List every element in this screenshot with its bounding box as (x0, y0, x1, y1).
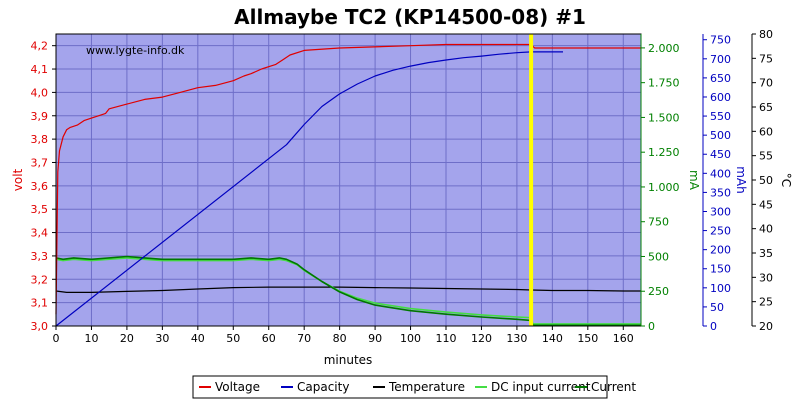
voltage-tick-label: 4,2 (31, 40, 49, 53)
legend-label-temperature: Temperature (388, 380, 465, 394)
x-tick-label: 40 (191, 332, 205, 345)
voltage-tick-label: 3,8 (31, 133, 49, 146)
capacity-tick-label: 550 (710, 110, 731, 123)
current-tick-label: 1.000 (648, 181, 680, 194)
voltage-axis-label: volt (11, 168, 25, 191)
current-tick-label: 1.750 (648, 77, 680, 90)
capacity-tick-label: 500 (710, 129, 731, 142)
capacity-tick-label: 750 (710, 34, 731, 47)
x-tick-label: 100 (400, 332, 421, 345)
x-tick-label: 0 (53, 332, 60, 345)
x-tick-label: 60 (262, 332, 276, 345)
series-line-temperature (55, 286, 641, 293)
current-tick-label: 750 (648, 216, 669, 229)
current-tick-label: 500 (648, 250, 669, 263)
x-axis: 0 10 20 30 40 50 60 70 80 90 100 110 120 130 140 150 160 (53, 326, 634, 345)
capacity-tick-label: 450 (710, 148, 731, 161)
series-line-dc-input-current (55, 257, 641, 325)
x-tick-label: 130 (506, 332, 527, 345)
current-tick-label: 2.000 (648, 42, 680, 55)
current-axis-label: mA (687, 170, 701, 191)
x-tick-label: 80 (333, 332, 347, 345)
capacity-tick-label: 400 (710, 167, 731, 180)
capacity-axis-label: mAh (734, 166, 748, 194)
current-tick-label: 0 (648, 320, 655, 333)
capacity-tick-label: 0 (710, 320, 717, 333)
voltage-tick-label: 3,2 (31, 273, 49, 286)
x-tick-label: 110 (436, 332, 457, 345)
temperature-tick-label: 65 (759, 101, 773, 114)
capacity-tick-label: 300 (710, 205, 731, 218)
temperature-axis-label: °C (779, 173, 793, 187)
x-tick-label: 90 (368, 332, 382, 345)
capacity-tick-label: 50 (710, 301, 724, 314)
capacity-tick-label: 700 (710, 53, 731, 66)
x-tick-label: 150 (577, 332, 598, 345)
x-tick-label: 30 (155, 332, 169, 345)
legend-label-current: Current (591, 380, 636, 394)
x-tick-label: 20 (120, 332, 134, 345)
series-line-current (55, 255, 641, 327)
x-tick-label: 50 (226, 332, 240, 345)
capacity-tick-label: 600 (710, 91, 731, 104)
temperature-tick-label: 45 (759, 198, 773, 211)
capacity-tick-label: 350 (710, 186, 731, 199)
chart-title: Allmaybe TC2 (KP14500-08) #1 (234, 5, 586, 29)
capacity-tick-label: 150 (710, 263, 731, 276)
y-axes: 3,0 3,1 3,2 3,3 3,4 3,5 3,6 3,7 3,8 3,9 4,0 4,1 4,2 v… (11, 28, 793, 333)
legend-label-voltage: Voltage (215, 380, 260, 394)
temperature-tick-label: 40 (759, 223, 773, 236)
voltage-tick-label: 3,0 (31, 320, 49, 333)
voltage-tick-label: 3,7 (31, 156, 49, 169)
capacity-tick-label: 250 (710, 225, 731, 238)
series-line-voltage (55, 43, 641, 315)
current-tick-label: 1.250 (648, 146, 680, 159)
plot-area (56, 34, 641, 326)
temperature-tick-label: 20 (759, 320, 773, 333)
temperature-tick-label: 50 (759, 174, 773, 187)
temperature-tick-label: 75 (759, 52, 773, 65)
voltage-tick-label: 3,1 (31, 297, 49, 310)
x-tick-label: 120 (471, 332, 492, 345)
temperature-tick-label: 70 (759, 77, 773, 90)
temperature-tick-label: 60 (759, 125, 773, 138)
x-axis-label: minutes (324, 353, 373, 367)
voltage-tick-label: 4,1 (31, 63, 49, 76)
series-group (55, 43, 641, 327)
temperature-tick-label: 35 (759, 247, 773, 260)
legend: Voltage Capacity Temperature DC input curre… (192, 375, 636, 399)
capacity-tick-label: 650 (710, 72, 731, 85)
voltage-tick-label: 3,3 (31, 250, 49, 263)
legend-box (192, 375, 608, 399)
current-tick-label: 250 (648, 285, 669, 298)
temperature-tick-label: 30 (759, 271, 773, 284)
legend-label-capacity: Capacity (297, 380, 349, 394)
current-tick-label: 1.500 (648, 111, 680, 124)
x-tick-label: 10 (84, 332, 98, 345)
capacity-tick-label: 200 (710, 244, 731, 257)
voltage-tick-label: 3,5 (31, 203, 49, 216)
voltage-tick-label: 3,6 (31, 180, 49, 193)
x-tick-label: 160 (613, 332, 634, 345)
temperature-tick-label: 55 (759, 150, 773, 163)
series-line-capacity (55, 51, 563, 327)
legend-label-dc-input-current: DC input current (491, 380, 591, 394)
voltage-tick-label: 4,0 (31, 86, 49, 99)
voltage-tick-label: 3,4 (31, 227, 49, 240)
watermark: www.lygte-info.dk (86, 44, 185, 57)
x-tick-label: 140 (542, 332, 563, 345)
x-tick-label: 70 (297, 332, 311, 345)
voltage-tick-label: 3,9 (31, 110, 49, 123)
temperature-tick-label: 25 (759, 296, 773, 309)
capacity-tick-label: 100 (710, 282, 731, 295)
temperature-tick-label: 80 (759, 28, 773, 41)
